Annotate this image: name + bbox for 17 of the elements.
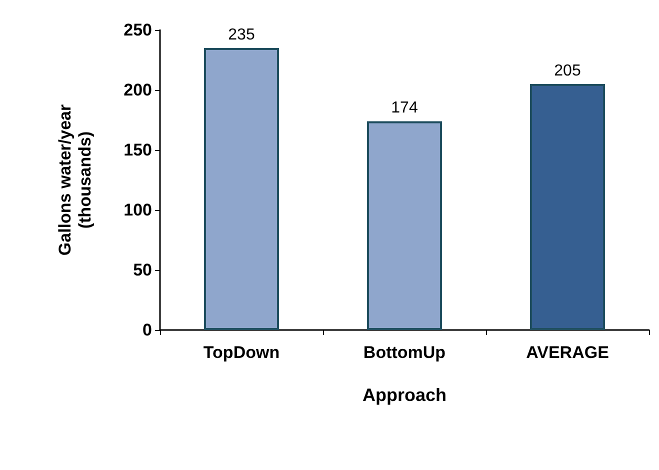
y-axis-title: Gallons water/year (thousands) [56,104,94,256]
bar [367,121,442,330]
data-label: 174 [391,100,418,117]
data-label: 205 [554,62,581,80]
bar [204,48,279,330]
y-tick-label: 200 [124,80,152,100]
y-tick-label: 150 [124,140,152,160]
bar [530,84,605,330]
x-axis-title: Approach [362,385,447,405]
x-tick-label: TopDown [203,343,280,362]
data-label: 235 [228,26,255,44]
y-tick-label: 100 [124,200,152,220]
x-tick-label: BottomUp [363,343,446,362]
y-tick-label: 50 [133,260,152,280]
x-tick-label: AVERAGE [526,343,609,362]
y-tick-label: 0 [142,320,152,340]
y-tick-label: 250 [124,20,152,40]
